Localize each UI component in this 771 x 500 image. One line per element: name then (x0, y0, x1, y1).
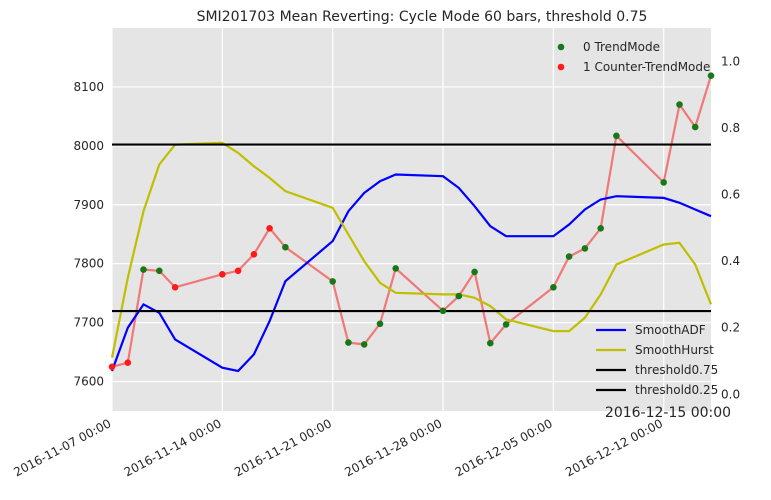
point-trend-20 (550, 284, 557, 291)
x-tick-label-5: 2016-12-12 00:00 (563, 416, 665, 479)
point-trend-11 (345, 339, 352, 346)
grid (111, 28, 711, 411)
legend-label-threshold0.25: threshold0.25 (635, 383, 718, 397)
point-countertrend-5 (219, 271, 226, 278)
x-tick-label-0: 2016-11-07 00:00 (11, 416, 113, 479)
y-right-axis: 0.0 0.2 0.4 0.6 0.8 1.0 (721, 54, 740, 401)
legend-label-0: 0 TrendMode (583, 40, 660, 54)
point-trend-26 (676, 101, 683, 108)
point-trend-10 (329, 278, 337, 285)
point-trend-14 (392, 265, 400, 272)
point-trend-15 (439, 307, 447, 315)
points-layer (108, 72, 715, 371)
point-trend-19 (502, 321, 510, 328)
y-left-axis: 7600 7700 7800 7900 8000 8100 (73, 80, 104, 389)
y-left-tick-label-5: 8100 (73, 80, 104, 94)
point-countertrend-1 (124, 359, 132, 367)
y-right-tick-label-4: 0.8 (721, 121, 740, 135)
point-trend-17 (471, 268, 478, 276)
point-trend-27 (691, 123, 699, 131)
x-tick-label-4: 2016-12-05 00:00 (453, 416, 555, 479)
point-trend-18 (487, 339, 494, 347)
point-trend-9 (282, 243, 289, 251)
y-left-tick-label-0: 7600 (73, 375, 104, 389)
corner-date-label: 2016-12-15 00:00 (605, 405, 731, 421)
legend-label-SmoothHurst: SmoothHurst (635, 343, 714, 357)
point-countertrend-7 (250, 251, 258, 258)
point-trend-22 (581, 245, 589, 252)
point-countertrend-6 (234, 267, 242, 275)
y-left-tick-label-4: 8000 (73, 139, 104, 153)
y-right-tick-label-5: 1.0 (721, 54, 740, 68)
legend-label-SmoothADF: SmoothADF (635, 323, 706, 337)
legend-points: 0 TrendMode 1 Counter-TrendMode (557, 40, 710, 74)
legend-marker-1 (557, 63, 565, 71)
y-right-tick-label-0: 0.0 (721, 387, 740, 401)
x-axis: 2016-11-07 00:00 2016-11-14 00:00 2016-11-… (11, 416, 665, 479)
legend-lines: SmoothADF SmoothHurst threshold0.75 thresho… (596, 323, 718, 397)
point-trend-16 (455, 292, 463, 300)
series-line-SmoothADF (110, 173, 712, 373)
y-left-tick-label-1: 7700 (73, 316, 104, 330)
y-right-tick-label-1: 0.2 (721, 321, 740, 335)
x-tick-label-1: 2016-11-14 00:00 (122, 416, 224, 479)
point-trend-21 (565, 253, 573, 260)
point-trend-28 (707, 72, 715, 79)
legend-label-1: 1 Counter-TrendMode (583, 60, 710, 74)
point-trend-25 (660, 179, 667, 186)
y-left-tick-label-3: 7900 (73, 198, 104, 212)
point-trend-13 (376, 320, 384, 328)
point-trend-2 (140, 266, 147, 273)
point-countertrend-0 (108, 363, 116, 371)
x-tick-label-2: 2016-11-21 00:00 (232, 416, 334, 479)
y-right-tick-label-3: 0.6 (721, 188, 740, 202)
legend-marker-0 (557, 43, 565, 51)
point-trend-23 (597, 225, 604, 232)
point-countertrend-4 (171, 284, 179, 291)
point-trend-24 (613, 132, 620, 140)
point-trend-3 (156, 267, 163, 275)
y-left-tick-label-2: 7800 (73, 257, 104, 271)
y-right-tick-label-2: 0.4 (721, 254, 740, 268)
plot-background (112, 28, 711, 411)
point-countertrend-8 (266, 225, 273, 232)
point-trend-12 (360, 341, 368, 348)
x-tick-label-3: 2016-11-28 00:00 (342, 416, 444, 479)
chart-title: SMI201703 Mean Reverting: Cycle Mode 60 … (197, 9, 648, 25)
legend-label-threshold0.75: threshold0.75 (635, 363, 718, 377)
